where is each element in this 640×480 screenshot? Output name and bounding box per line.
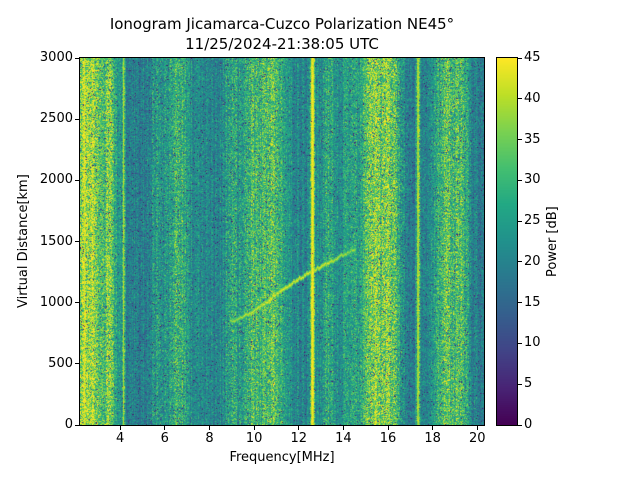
colorbar-tick-mark [518, 139, 522, 141]
colorbar-tick-mark [518, 57, 522, 59]
x-tick-label: 14 [335, 431, 352, 446]
y-axis-label: Virtual Distance[km] [16, 174, 31, 309]
x-tick-mark [387, 426, 389, 430]
x-tick-label: 16 [379, 431, 397, 446]
x-tick-label: 6 [160, 431, 169, 446]
y-tick-mark [75, 302, 79, 304]
x-tick-label: 10 [245, 431, 263, 446]
colorbar-tick-label: 30 [524, 172, 541, 188]
y-tick-mark [75, 241, 79, 242]
x-tick-label: 12 [290, 431, 307, 446]
colorbar-tick-mark [518, 342, 522, 344]
x-tick-label: 20 [469, 431, 486, 446]
x-tick-mark [432, 426, 434, 430]
x-tick-label: 4 [116, 431, 125, 446]
heatmap-canvas [80, 58, 484, 425]
y-tick-label: 500 [48, 355, 73, 371]
y-tick-label: 2000 [39, 172, 73, 188]
colorbar-tick-label: 45 [524, 50, 541, 65]
y-tick-mark [75, 424, 79, 426]
y-tick-label: 0 [64, 417, 73, 432]
x-tick-mark [342, 426, 344, 430]
colorbar-canvas [497, 58, 517, 425]
y-tick-label: 1500 [39, 233, 73, 249]
chart-title-line2: 11/25/2024-21:38:05 UTC [185, 35, 379, 53]
y-tick-mark [75, 363, 79, 365]
colorbar-tick-label: 15 [524, 294, 541, 310]
y-tick-mark [75, 118, 79, 120]
y-tick-label: 1000 [39, 294, 73, 310]
chart-title-line1: Ionogram Jicamarca-Cuzco Polarization NE… [109, 15, 455, 33]
colorbar-tick-label: 20 [524, 253, 541, 269]
plot-area [79, 57, 485, 426]
y-tick-label: 3000 [39, 50, 73, 65]
y-tick-mark [75, 179, 79, 181]
x-tick-mark [476, 426, 478, 430]
chart-title: Ionogram Jicamarca-Cuzco Polarization NE… [80, 14, 484, 54]
colorbar-tick-label: 10 [524, 335, 541, 351]
colorbar-tick-label: 5 [524, 376, 533, 392]
colorbar-tick-label: 0 [524, 417, 533, 432]
colorbar-tick-mark [518, 220, 522, 222]
colorbar-label: Power [dB] [545, 206, 560, 277]
colorbar-tick-mark [518, 261, 522, 263]
colorbar-tick-label: 35 [524, 131, 541, 147]
x-tick-mark [253, 426, 255, 430]
colorbar-tick-mark [518, 424, 522, 426]
x-axis-label: Frequency[MHz] [229, 450, 335, 465]
x-tick-mark [164, 426, 166, 430]
colorbar-tick-mark [518, 383, 522, 385]
x-tick-mark [298, 426, 300, 430]
colorbar [496, 57, 518, 426]
colorbar-tick-mark [518, 98, 522, 100]
colorbar-tick-label: 25 [524, 213, 541, 229]
y-tick-mark [75, 57, 79, 59]
x-tick-label: 18 [424, 431, 441, 446]
colorbar-tick-mark [518, 179, 522, 181]
x-tick-label: 8 [205, 431, 214, 446]
y-tick-label: 2500 [39, 111, 73, 127]
colorbar-tick-mark [518, 302, 522, 304]
x-tick-mark [119, 426, 121, 430]
x-tick-mark [208, 426, 210, 430]
colorbar-tick-label: 40 [524, 90, 541, 106]
